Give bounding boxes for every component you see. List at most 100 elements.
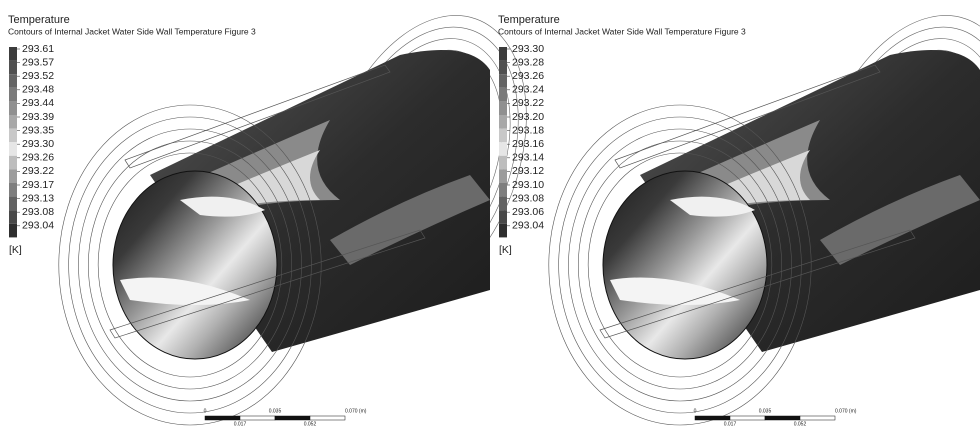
legend-swatch [9,74,17,88]
legend-unit: [K] [499,244,512,256]
legend-title: Temperature [498,14,560,26]
legend-subtitle: Contours of Internal Jacket Water Side W… [8,26,256,36]
legend-label: 293.57 [22,56,54,68]
scale-label: 0.035 [759,408,772,414]
jacket-ring [97,152,283,378]
cylinder-opening [602,170,768,360]
legend-label: 293.12 [512,165,544,177]
legend-swatch [9,210,17,224]
contour-band [120,277,250,305]
jacket-ring [587,152,773,378]
legend-swatch [9,101,17,115]
legend-label: 293.28 [512,56,544,68]
legend-swatch [499,60,507,75]
legend-swatch [9,196,17,211]
legend-label: 293.39 [22,111,54,123]
legend-label: 293.04 [512,220,544,232]
legend-label: 293.20 [512,111,544,123]
scale-segment [239,415,276,421]
legend-swatch [9,142,17,156]
legend-label: 293.26 [512,70,544,82]
jacket-ring [88,140,292,390]
jacket-ring [568,128,792,402]
legend-label: 293.52 [22,70,54,82]
legend-swatch [499,128,507,143]
legend-label: 293.04 [22,220,54,232]
legend-swatch [9,60,17,75]
scale-segment [309,415,346,421]
cylinder-opening [112,170,278,360]
scale-label: 0.052 [304,421,317,427]
legend-unit: [K] [9,244,22,256]
scale-segment [694,415,731,421]
legend-swatch [499,47,507,61]
legend-label: 293.08 [512,192,544,204]
pipe [599,229,916,339]
legend-swatch [499,196,507,211]
pipe [614,64,881,169]
contour-band [180,196,265,217]
contour-scene [548,15,980,426]
jacket-ring [548,104,812,426]
legend-label: 293.30 [512,43,544,55]
legend-swatch [499,87,507,102]
legend-swatch [499,142,507,156]
legend-swatch [9,47,17,61]
legend-label: 293.22 [22,165,54,177]
legend-label: 293.30 [22,138,54,150]
pipe [124,64,391,169]
legend-subtitle: Contours of Internal Jacket Water Side W… [498,26,746,36]
legend-label: 293.22 [512,97,544,109]
pipe [109,229,426,339]
legend-label: 293.18 [512,124,544,136]
scale-segment [729,415,766,421]
jacket-ring [78,128,302,402]
scale-label: 0.035 [269,408,282,414]
legend-label: 293.16 [512,138,544,150]
legend-label: 293.06 [512,206,544,218]
legend-label: 293.61 [22,43,54,55]
legend-swatch [499,155,507,170]
legend-swatch [499,115,507,129]
scale-segment [204,415,241,421]
scale-segment [274,415,311,421]
legend-swatch [499,169,507,183]
legend-label: 293.14 [512,152,544,164]
legend-swatch [499,210,507,224]
scale-segment [799,415,836,421]
legend-swatch [9,223,17,238]
legend-swatch [499,101,507,115]
scale-label: 0.070 (m) [835,408,857,414]
contour-band [610,277,740,305]
scale-label: 0 [694,408,697,414]
contour-scene [58,15,527,426]
jacket-ring [578,140,782,390]
scale-label: 0.052 [794,421,807,427]
legend-swatch [499,223,507,238]
legend-label: 293.26 [22,152,54,164]
legend-swatch [499,183,507,197]
legend-label: 293.13 [22,192,54,204]
legend-swatch [9,169,17,183]
scale-label: 0.017 [724,421,737,427]
contour-band [330,175,490,265]
jacket-ring [58,104,322,426]
contour-band [820,175,980,265]
legend-label: 293.44 [22,97,54,109]
legend-label: 293.08 [22,206,54,218]
scale-label: 0.070 (m) [345,408,367,414]
legend-swatch [9,87,17,102]
legend-label: 293.17 [22,179,54,191]
legend-label: 293.10 [512,179,544,191]
legend-swatch [9,115,17,129]
legend-swatch [9,183,17,197]
scale-label: 0.017 [234,421,247,427]
legend-title: Temperature [8,14,70,26]
legend-label: 293.24 [512,84,544,96]
legend-label: 293.48 [22,84,54,96]
contour-band [670,196,755,217]
legend-label: 293.35 [22,124,54,136]
legend-swatch [499,74,507,88]
